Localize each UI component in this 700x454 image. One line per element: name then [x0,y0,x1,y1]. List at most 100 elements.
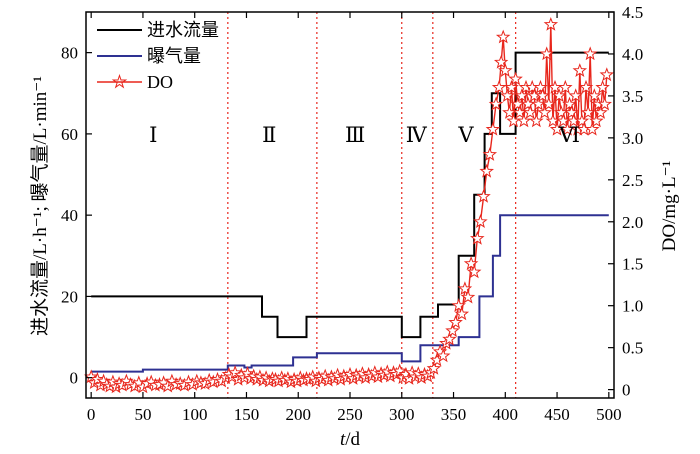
x-tick-label-1: 50 [134,405,151,424]
do-point-126 [498,63,513,77]
do-point-113 [460,289,476,304]
do-point-108 [445,323,460,338]
phase-boundaries [227,12,517,398]
do-point-117 [473,214,488,228]
do-point-118 [476,188,491,203]
do-point-120 [482,147,498,161]
y-right-tick-label-0: 0 [622,381,631,400]
y-right-tick-label-8: 4.0 [622,45,643,64]
do-point-115 [466,264,482,279]
do-point-152 [551,88,567,103]
do-point-172 [593,105,608,119]
do-point-160 [568,88,583,103]
do-point-127 [500,88,515,103]
do-point-112 [457,281,473,296]
y-right-tick-label-4: 2.0 [622,213,643,232]
legend-star-marker [111,73,128,89]
do-point-158 [564,105,579,119]
x-tick-label-5: 250 [337,405,363,424]
phase-label-4: Ⅴ [457,123,474,147]
do-point-143 [533,79,548,94]
do-point-148 [543,16,559,31]
do-point-144 [535,88,550,103]
series-line-aeration [91,214,609,373]
do-point-105 [435,348,451,363]
do-point-131 [508,71,523,86]
do-point-134 [514,88,530,103]
do-point-155 [558,79,573,94]
y-left-tick-label-0: 0 [70,369,79,388]
do-point-162 [572,63,588,78]
do-point-91 [392,363,407,378]
legend-label-aeration: 曝气量 [147,46,201,66]
legend-item-aeration: 曝气量 [97,46,201,66]
y-left-tick-label-3: 60 [61,125,78,144]
do-point-147 [541,96,557,111]
do-point-110 [451,298,466,312]
y-right-tick-label-7: 3.5 [622,87,643,106]
y-right-tick-label-9: 4.5 [622,3,643,22]
do-point-107 [442,331,457,346]
y-right-tick-label-1: 0.5 [622,339,643,358]
do-point-125 [495,29,511,44]
phase-label-1: Ⅱ [262,123,276,147]
do-point-135 [516,113,532,128]
do-point-121 [485,121,501,136]
do-point-122 [488,96,504,111]
do-point-163 [574,113,590,128]
axis-ticks: 0 50 100 150 200 250 300 350 400 450 5000204060800… [61,3,643,424]
do-point-175 [599,67,614,82]
y-right-tick-label-6: 3.0 [622,129,643,148]
series-layer [83,16,614,394]
do-point-119 [479,163,494,178]
do-point-102 [426,360,442,375]
x-tick-label-4: 200 [285,405,311,424]
x-tick-label-8: 400 [493,405,519,424]
x-tick-label-7: 350 [441,405,467,424]
do-point-169 [587,88,602,103]
y-right-tick-label-5: 2.5 [622,171,643,190]
phase-label-0: Ⅰ [149,123,157,147]
y-right-tick-label-2: 1.0 [622,297,643,316]
y-left-tick-label-2: 40 [61,206,78,225]
phase-label-3: Ⅳ [406,123,428,147]
do-point-166 [580,105,596,119]
y-left-tick-label-1: 20 [61,287,78,306]
do-point-145 [537,105,552,119]
x-tick-label-0: 0 [87,405,96,424]
y-right-axis-label: DO/mg·L⁻¹ [659,160,680,251]
do-point-168 [585,121,600,136]
x-tick-label-2: 100 [182,405,208,424]
do-point-38 [227,365,243,379]
plot-frame [85,11,615,399]
legend-label-do: DO [147,72,173,92]
do-point-129 [504,79,519,94]
do-point-124 [493,54,509,69]
do-point-146 [539,46,554,61]
do-point-170 [589,113,604,128]
legend-label-flow: 进水流量 [147,20,219,40]
do-point-174 [597,96,612,111]
legend-item-flow: 进水流量 [97,20,219,40]
do-point-116 [470,230,485,245]
do-point-123 [491,79,507,94]
do-point-109 [448,314,463,329]
do-point-141 [529,113,544,128]
y-left-axis-label: 进水流量/L·h⁻¹; 曝气量/L·min⁻¹ [29,76,51,336]
do-point-157 [562,96,577,111]
x-tick-label-6: 300 [389,405,415,424]
y-left-tick-label-4: 80 [61,44,78,63]
y-right-tick-label-3: 1.5 [622,255,643,274]
x-tick-label-9: 450 [544,405,570,424]
do-point-114 [463,256,479,271]
do-point-111 [454,306,470,321]
x-tick-label-10: 500 [596,405,622,424]
x-tick-label-3: 150 [234,405,260,424]
phase-label-2: Ⅲ [345,123,365,147]
do-point-138 [522,105,538,119]
x-axis-label: t/d [340,429,361,450]
phase-labels: Ⅰ Ⅱ Ⅲ Ⅳ Ⅴ Ⅵ [149,123,580,147]
do-point-173 [595,79,610,94]
legend: 进水流量 曝气量 DO [97,20,219,92]
